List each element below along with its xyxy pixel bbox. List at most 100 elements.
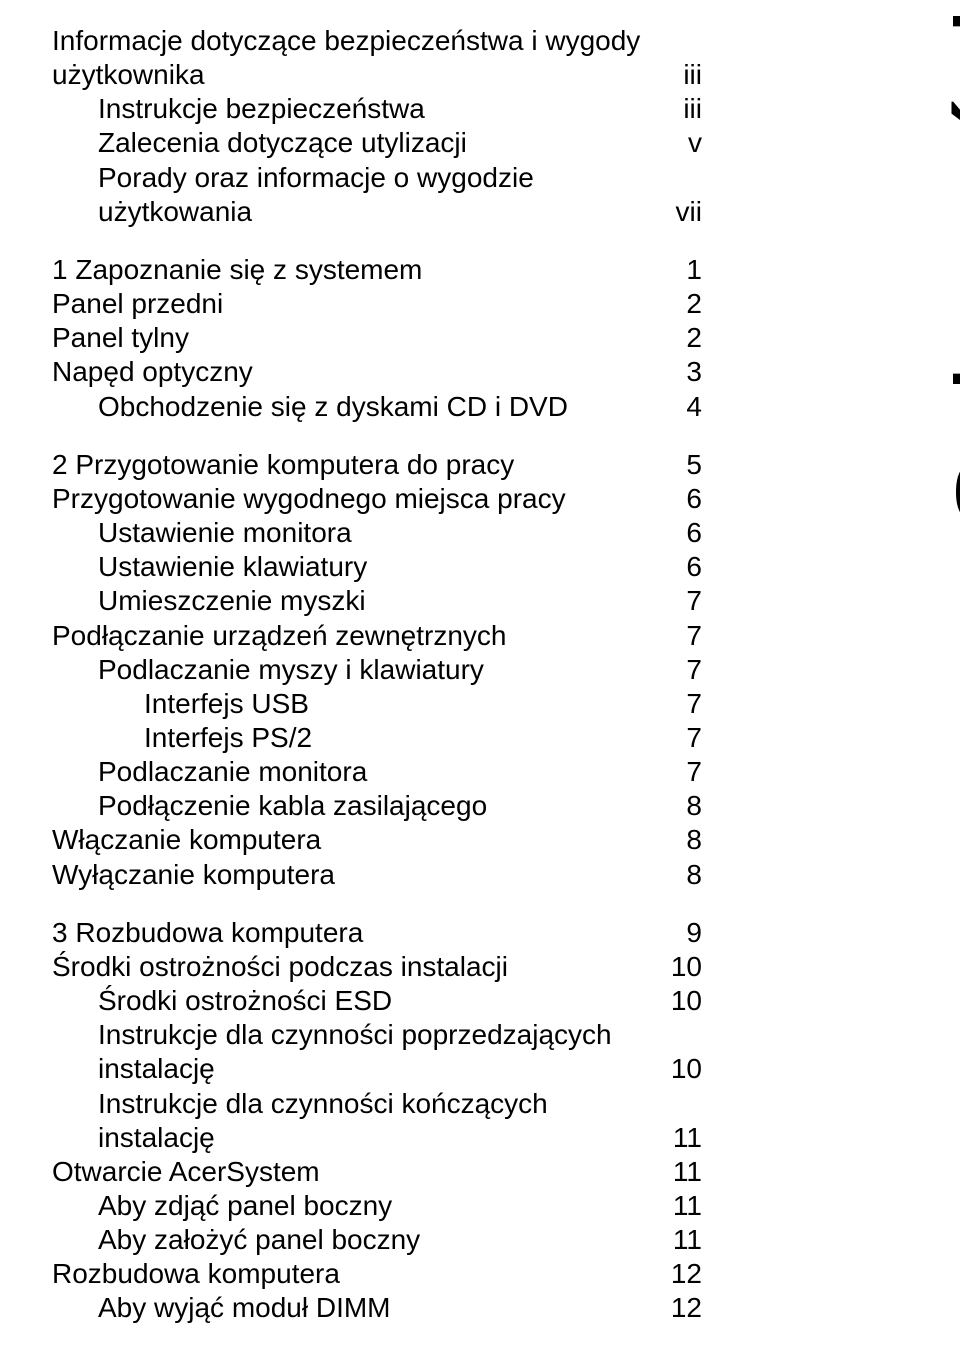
- toc-page-number: 7: [666, 584, 702, 618]
- toc-page-number: 11: [666, 1155, 702, 1189]
- toc-label: Instrukcje bezpieczeństwa: [52, 92, 666, 126]
- toc-label: Aby założyć panel boczny: [52, 1223, 666, 1257]
- toc-page-number: 3: [666, 355, 702, 389]
- toc-label: Środki ostrożności ESD: [52, 984, 666, 1018]
- toc-page-number: 7: [666, 721, 702, 755]
- toc-label: Interfejs USB: [52, 687, 666, 721]
- toc-gap: [52, 892, 702, 916]
- toc-label: Panel tylny: [52, 321, 666, 355]
- toc-page-number: 12: [666, 1291, 702, 1325]
- toc-row: Obchodzenie się z dyskami CD i DVD4: [52, 390, 702, 424]
- toc-page-number: v: [666, 126, 702, 160]
- toc-label: Napęd optyczny: [52, 355, 666, 389]
- toc-row: Podłączenie kabla zasilającego8: [52, 789, 702, 823]
- toc-label: Zalecenia dotyczące utylizacji: [52, 126, 666, 160]
- toc-label: Podłączanie urządzeń zewnętrznych: [52, 619, 666, 653]
- table-of-contents: Informacje dotyczące bezpieczeństwa i wy…: [52, 24, 702, 1326]
- toc-page-number: 11: [666, 1189, 702, 1223]
- toc-page-number: 11: [666, 1121, 702, 1155]
- toc-page-number: 6: [666, 516, 702, 550]
- toc-row: Instrukcje bezpieczeństwaiii: [52, 92, 702, 126]
- toc-row: 3 Rozbudowa komputera9: [52, 916, 702, 950]
- toc-row: 2 Przygotowanie komputera do pracy5: [52, 448, 702, 482]
- toc-row: 1 Zapoznanie się z systemem1: [52, 253, 702, 287]
- toc-gap: [52, 229, 702, 253]
- toc-page-number: 8: [666, 858, 702, 892]
- toc-label: Obchodzenie się z dyskami CD i DVD: [52, 390, 666, 424]
- toc-label: Porady oraz informacje o wygodzie użytko…: [52, 161, 666, 229]
- toc-label: Rozbudowa komputera: [52, 1257, 666, 1291]
- toc-row: Porady oraz informacje o wygodzie użytko…: [52, 161, 702, 229]
- toc-page-number: 7: [666, 653, 702, 687]
- toc-row: Otwarcie AcerSystem11: [52, 1155, 702, 1189]
- toc-page-number: 4: [666, 390, 702, 424]
- toc-row: Instrukcje dla czynności kończących inst…: [52, 1087, 702, 1155]
- toc-label: Panel przedni: [52, 287, 666, 321]
- toc-row: Interfejs PS/27: [52, 721, 702, 755]
- toc-label: Aby wyjąć moduł DIMM: [52, 1291, 666, 1325]
- toc-row: Podlaczanie myszy i klawiatury7: [52, 653, 702, 687]
- toc-row: Podlaczanie monitora7: [52, 755, 702, 789]
- toc-row: Ustawienie monitora6: [52, 516, 702, 550]
- toc-page-number: 10: [666, 1052, 702, 1086]
- toc-row: Informacje dotyczące bezpieczeństwa i wy…: [52, 24, 702, 92]
- toc-label: Otwarcie AcerSystem: [52, 1155, 666, 1189]
- toc-label: 1 Zapoznanie się z systemem: [52, 253, 666, 287]
- toc-label: 3 Rozbudowa komputera: [52, 916, 666, 950]
- toc-page-number: 7: [666, 687, 702, 721]
- toc-page-number: 2: [666, 321, 702, 355]
- page-container: Spis treści Informacje dotyczące bezpiec…: [0, 0, 960, 1364]
- toc-label: Aby zdjąć panel boczny: [52, 1189, 666, 1223]
- toc-row: Napęd optyczny3: [52, 355, 702, 389]
- toc-row: Aby zdjąć panel boczny11: [52, 1189, 702, 1223]
- toc-page-number: 1: [666, 253, 702, 287]
- toc-label: Ustawienie klawiatury: [52, 550, 666, 584]
- toc-label: Podłączenie kabla zasilającego: [52, 789, 666, 823]
- toc-page-number: vii: [666, 195, 702, 229]
- toc-row: Włączanie komputera8: [52, 823, 702, 857]
- toc-page-number: 9: [666, 916, 702, 950]
- toc-row: Panel tylny2: [52, 321, 702, 355]
- toc-row: Umieszczenie myszki7: [52, 584, 702, 618]
- toc-row: Aby wyjąć moduł DIMM12: [52, 1291, 702, 1325]
- toc-page-number: 7: [666, 619, 702, 653]
- toc-label: Informacje dotyczące bezpieczeństwa i wy…: [52, 24, 666, 92]
- toc-page-number: 7: [666, 755, 702, 789]
- toc-page-number: 5: [666, 448, 702, 482]
- toc-row: Panel przedni2: [52, 287, 702, 321]
- toc-page-number: 10: [666, 984, 702, 1018]
- toc-label: Interfejs PS/2: [52, 721, 666, 755]
- toc-page-number: 11: [666, 1223, 702, 1257]
- toc-page-number: 10: [666, 950, 702, 984]
- toc-row: Wyłączanie komputera8: [52, 858, 702, 892]
- toc-label: Instrukcje dla czynności poprzedzających…: [52, 1018, 666, 1086]
- toc-label: 2 Przygotowanie komputera do pracy: [52, 448, 666, 482]
- toc-page-number: 12: [666, 1257, 702, 1291]
- toc-label: Włączanie komputera: [52, 823, 666, 857]
- toc-row: Ustawienie klawiatury6: [52, 550, 702, 584]
- toc-row: Środki ostrożności ESD10: [52, 984, 702, 1018]
- toc-label: Podlaczanie monitora: [52, 755, 666, 789]
- toc-row: Instrukcje dla czynności poprzedzających…: [52, 1018, 702, 1086]
- toc-label: Przygotowanie wygodnego miejsca pracy: [52, 482, 666, 516]
- toc-label: Umieszczenie myszki: [52, 584, 666, 618]
- toc-label: Podlaczanie myszy i klawiatury: [52, 653, 666, 687]
- toc-row: Zalecenia dotyczące utylizacjiv: [52, 126, 702, 160]
- toc-row: Przygotowanie wygodnego miejsca pracy6: [52, 482, 702, 516]
- toc-page-number: 6: [666, 550, 702, 584]
- toc-label: Instrukcje dla czynności kończących inst…: [52, 1087, 666, 1155]
- toc-row: Aby założyć panel boczny11: [52, 1223, 702, 1257]
- toc-page-number: 8: [666, 789, 702, 823]
- toc-row: Podłączanie urządzeń zewnętrznych7: [52, 619, 702, 653]
- toc-page-number: 2: [666, 287, 702, 321]
- side-title: Spis treści: [930, 10, 960, 532]
- toc-label: Wyłączanie komputera: [52, 858, 666, 892]
- toc-row: Środki ostrożności podczas instalacji10: [52, 950, 702, 984]
- toc-page-number: iii: [666, 58, 702, 92]
- toc-page-number: 8: [666, 823, 702, 857]
- toc-gap: [52, 424, 702, 448]
- toc-label: Środki ostrożności podczas instalacji: [52, 950, 666, 984]
- toc-page-number: iii: [666, 92, 702, 126]
- toc-page-number: 6: [666, 482, 702, 516]
- toc-row: Rozbudowa komputera12: [52, 1257, 702, 1291]
